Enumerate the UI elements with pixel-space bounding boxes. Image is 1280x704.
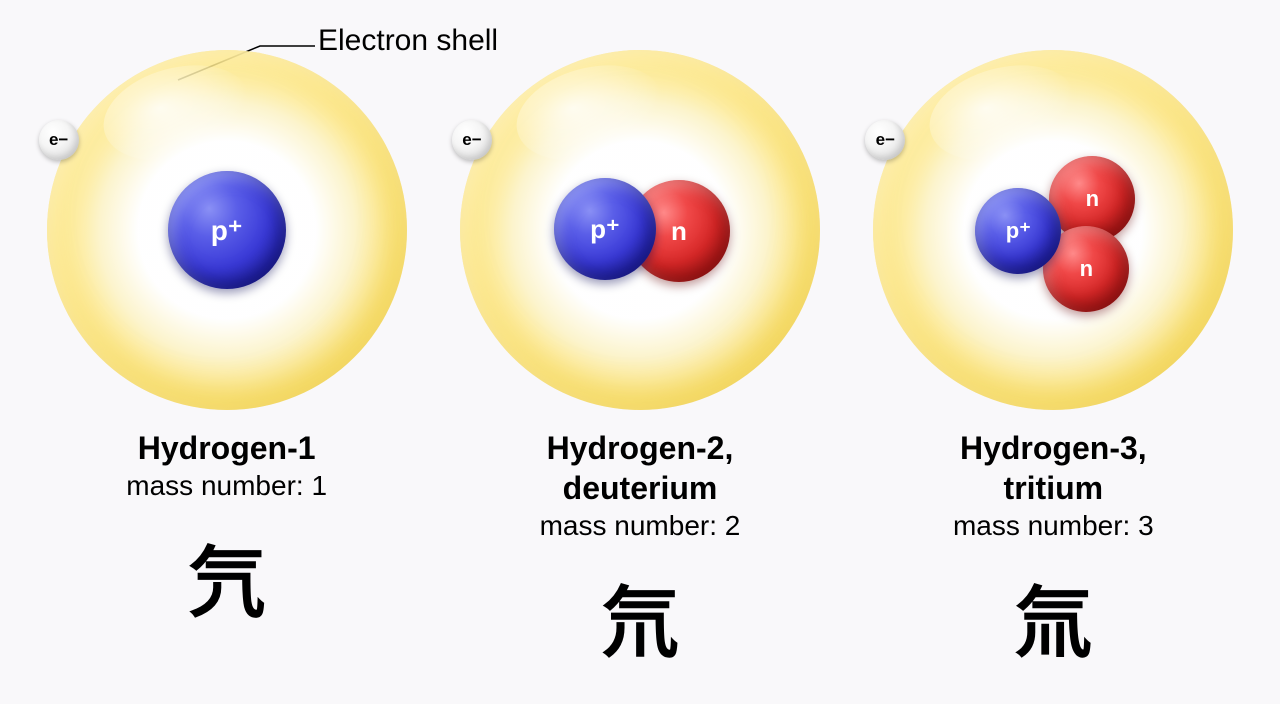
isotope-h2: e−np⁺Hydrogen-2,deuteriummass number: 2氘 [450,50,830,673]
isotope-subtitle: tritium [953,468,1154,508]
electron: e− [39,120,79,160]
mass-number-label: mass number: 1 [126,468,327,503]
isotope-title: Hydrogen-1 [126,428,327,468]
mass-number-label: mass number: 3 [953,508,1154,543]
proton: p⁺ [975,188,1061,274]
isotope-labels: Hydrogen-1mass number: 1 [126,428,327,503]
proton: p⁺ [168,171,286,289]
atom-h1: e−p⁺ [47,50,407,410]
isotope-subtitle: deuterium [540,468,741,508]
atom-h3: e−nnp⁺ [873,50,1233,410]
isotope-h3: e−nnp⁺ Hydrogen-3,tritiummass number: 3 氚 [863,50,1243,673]
nucleus: nnp⁺ [953,150,1153,310]
cjk-character: 氘 [601,561,679,673]
cjk-character: 氚 [1014,561,1092,673]
electron: e− [452,120,492,160]
mass-number-label: mass number: 2 [540,508,741,543]
isotope-title: Hydrogen-3, [953,428,1154,468]
isotope-h1: e−p⁺Hydrogen-1mass number: 1氕 [37,50,417,633]
isotope-labels: Hydrogen-3,tritiummass number: 3 [953,428,1154,543]
cjk-character: 氕 [188,521,266,633]
nucleus: p⁺ [127,150,327,310]
nucleus: np⁺ [540,150,740,310]
isotope-labels: Hydrogen-2,deuteriummass number: 2 [540,428,741,543]
atom-h2: e−np⁺ [460,50,820,410]
isotope-row: e−p⁺Hydrogen-1mass number: 1氕e−np⁺Hydrog… [0,0,1280,673]
isotope-title: Hydrogen-2, [540,428,741,468]
proton: p⁺ [554,178,656,280]
